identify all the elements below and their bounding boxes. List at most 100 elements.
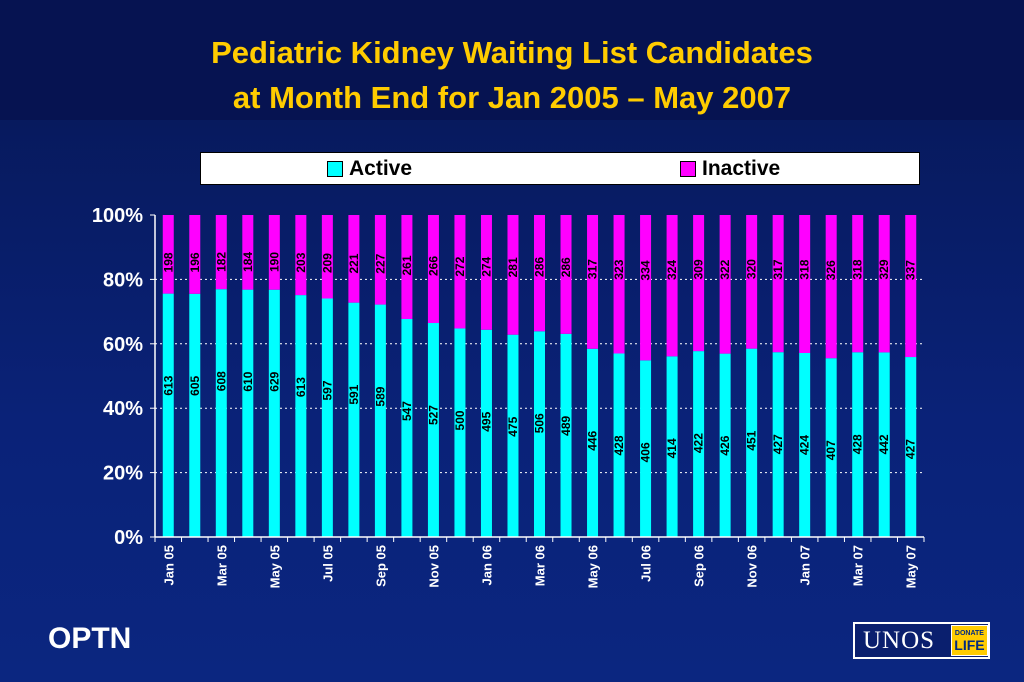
chart-title-line1: Pediatric Kidney Waiting List Candidates <box>211 35 813 70</box>
chart-title: Pediatric Kidney Waiting List Candidates… <box>0 30 1024 120</box>
data-label-active: 608 <box>214 371 228 391</box>
legend-label-inactive: Inactive <box>702 157 781 180</box>
x-tick-label: Jul 05 <box>320 545 335 582</box>
data-label-inactive: 318 <box>851 259 865 279</box>
bar-active <box>242 289 254 537</box>
y-tick-label: 0% <box>114 527 143 549</box>
x-tick-label: May 06 <box>586 545 601 588</box>
y-tick-label: 60% <box>103 334 143 356</box>
bar-inactive <box>666 215 678 357</box>
data-label-active: 407 <box>824 440 838 460</box>
data-label-inactive: 286 <box>559 257 573 277</box>
y-tick-label: 40% <box>103 398 143 420</box>
chart-title-line2: at Month End for Jan 2005 – May 2007 <box>232 80 792 115</box>
legend-swatch-active <box>327 161 343 177</box>
bar-inactive <box>746 215 758 349</box>
legend-item-inactive: Inactive <box>680 157 780 181</box>
x-tick-label: Mar 07 <box>851 545 866 586</box>
bar-inactive <box>878 215 890 353</box>
x-tick-label: Jul 06 <box>639 545 654 582</box>
x-tick-label: Jan 07 <box>798 545 813 585</box>
data-label-inactive: 317 <box>586 259 600 279</box>
x-tick-label: Nov 05 <box>426 545 441 588</box>
data-label-inactive: 334 <box>639 260 653 280</box>
data-label-inactive: 337 <box>904 260 918 280</box>
bar-inactive <box>242 215 254 290</box>
bar-active <box>401 319 413 537</box>
data-label-active: 426 <box>718 435 732 455</box>
data-label-inactive: 324 <box>665 260 679 280</box>
bar-active <box>427 323 439 537</box>
bar-active <box>560 333 572 537</box>
data-label-active: 489 <box>559 416 573 436</box>
bar-active <box>666 356 678 537</box>
bar-inactive <box>427 215 439 324</box>
data-label-inactive: 317 <box>771 259 785 279</box>
bar-active <box>507 334 519 537</box>
bar-active <box>374 304 386 537</box>
data-label-active: 500 <box>453 410 467 430</box>
bar-inactive <box>162 215 174 294</box>
data-label-inactive: 320 <box>745 259 759 279</box>
y-tick-label: 100% <box>92 205 143 227</box>
data-label-active: 428 <box>851 434 865 454</box>
bar-inactive <box>905 215 917 358</box>
data-label-inactive: 196 <box>188 252 202 272</box>
data-label-active: 610 <box>241 371 255 391</box>
title-band <box>0 0 1024 120</box>
bar-active <box>189 293 201 537</box>
bar-active <box>905 357 917 537</box>
data-label-active: 589 <box>373 386 387 406</box>
data-label-inactive: 281 <box>506 257 520 277</box>
bar-active <box>772 352 784 537</box>
bar-active <box>480 329 492 537</box>
bar-inactive <box>799 215 811 353</box>
y-tick-label: 80% <box>103 269 143 291</box>
data-label-inactive: 318 <box>798 259 812 279</box>
bar-active <box>215 289 227 537</box>
bar-inactive <box>454 215 466 329</box>
data-label-inactive: 309 <box>692 259 706 279</box>
data-label-inactive: 227 <box>373 253 387 273</box>
bar-active <box>719 353 731 537</box>
bar-inactive <box>295 215 307 296</box>
bar-inactive <box>852 215 864 353</box>
y-tick-label: 20% <box>103 463 143 485</box>
data-label-inactive: 286 <box>533 257 547 277</box>
data-label-active: 629 <box>267 371 281 391</box>
badge-line1: DONATE <box>954 630 984 637</box>
bar-inactive <box>480 215 492 330</box>
bar-inactive <box>189 215 201 294</box>
bar-inactive <box>374 215 386 305</box>
data-label-active: 475 <box>506 416 520 436</box>
data-label-active: 613 <box>161 375 175 395</box>
x-tick-label: May 07 <box>904 545 919 588</box>
x-tick-label: Mar 05 <box>214 545 229 586</box>
data-label-active: 428 <box>612 435 626 455</box>
data-label-active: 613 <box>294 377 308 397</box>
x-tick-label: Mar 06 <box>533 545 548 586</box>
bar-active <box>613 353 625 537</box>
bar-inactive <box>534 215 545 332</box>
data-label-active: 442 <box>877 434 891 454</box>
bar-inactive <box>772 215 784 353</box>
bar-inactive <box>587 215 599 349</box>
data-label-inactive: 261 <box>400 255 414 275</box>
data-label-active: 591 <box>347 384 361 404</box>
chart-legend: Active Inactive <box>200 152 920 185</box>
bar-active <box>534 331 545 537</box>
data-label-inactive: 190 <box>267 252 281 272</box>
donate-life-badge: DONATE LIFE <box>950 625 988 656</box>
bar-active <box>295 295 307 537</box>
data-label-inactive: 184 <box>241 252 255 272</box>
x-tick-label: Sep 06 <box>692 545 707 587</box>
badge-line2: LIFE <box>954 637 985 653</box>
data-label-active: 597 <box>320 380 334 400</box>
data-label-inactive: 182 <box>214 252 228 272</box>
bar-inactive <box>321 215 333 299</box>
unos-logo-text: UNOS <box>863 626 936 654</box>
legend-label-active: Active <box>349 157 413 180</box>
bar-active <box>321 298 333 537</box>
data-label-inactive: 274 <box>479 256 493 276</box>
